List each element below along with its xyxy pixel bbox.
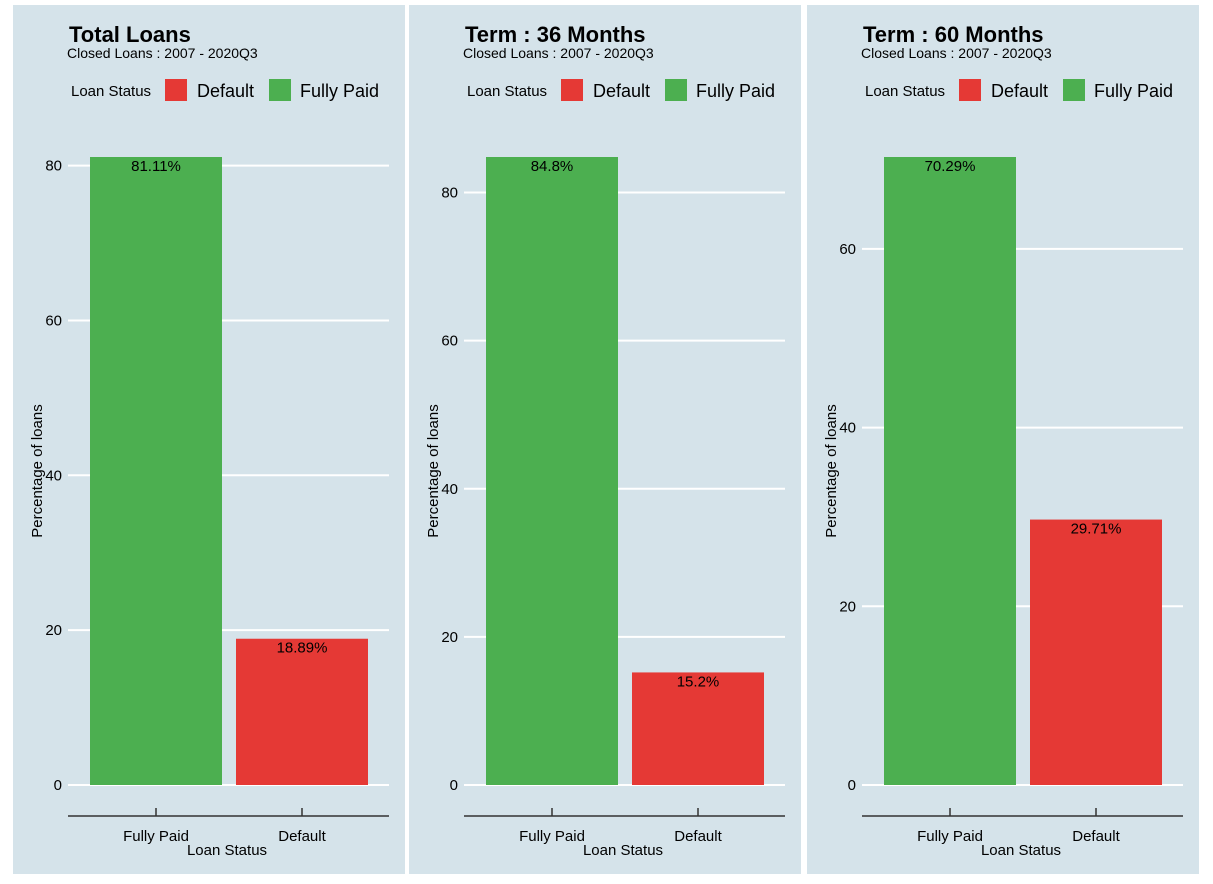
y-tick-label: 80 <box>441 185 458 202</box>
legend-label-default: Default <box>991 81 1048 101</box>
y-tick-label: 20 <box>45 622 62 639</box>
y-tick-label: 0 <box>54 777 62 794</box>
y-tick-label: 40 <box>839 420 856 437</box>
bar-fully-paid <box>884 157 1016 785</box>
chart-panel-term-60: Term : 60 Months Closed Loans : 2007 - 20… <box>807 5 1199 874</box>
y-tick-label: 20 <box>441 629 458 646</box>
legend-swatch-fully-paid <box>269 79 291 101</box>
bar-data-label: 18.89% <box>277 640 328 657</box>
chart-panel-term-36: Term : 36 Months Closed Loans : 2007 - 20… <box>409 5 801 874</box>
bar-data-label: 70.29% <box>925 158 976 175</box>
legend-label-default: Default <box>593 81 650 101</box>
legend-label-fully-paid: Fully Paid <box>1094 81 1173 101</box>
x-tick-label: Default <box>674 828 722 845</box>
y-tick-label: 40 <box>441 481 458 498</box>
x-tick-label: Default <box>278 828 326 845</box>
y-tick-label: 80 <box>45 158 62 175</box>
x-axis-title: Loan Status <box>981 842 1061 859</box>
y-axis-title: Percentage of loans <box>29 404 46 537</box>
chart-title: Term : 60 Months <box>863 22 1044 47</box>
x-tick-label: Fully Paid <box>519 828 585 845</box>
chart-title: Total Loans <box>69 22 191 47</box>
legend-title: Loan Status <box>467 83 547 100</box>
bar-default <box>1030 519 1162 785</box>
bar-fully-paid <box>486 157 618 785</box>
bar-fully-paid <box>90 157 222 785</box>
legend-label-fully-paid: Fully Paid <box>300 81 379 101</box>
y-axis-title: Percentage of loans <box>425 404 442 537</box>
chart-subtitle: Closed Loans : 2007 - 2020Q3 <box>463 45 654 61</box>
bar-default <box>632 672 764 785</box>
x-tick-label: Default <box>1072 828 1120 845</box>
bar-default <box>236 638 368 785</box>
legend-swatch-default <box>959 79 981 101</box>
x-axis-title: Loan Status <box>187 842 267 859</box>
legend-swatch-default <box>561 79 583 101</box>
y-tick-label: 40 <box>45 467 62 484</box>
y-tick-label: 60 <box>441 333 458 350</box>
chart-subtitle: Closed Loans : 2007 - 2020Q3 <box>861 45 1052 61</box>
chart-title: Term : 36 Months <box>465 22 646 47</box>
legend-label-default: Default <box>197 81 254 101</box>
bar-data-label: 84.8% <box>531 158 574 175</box>
legend-title: Loan Status <box>71 83 151 100</box>
chart-subtitle: Closed Loans : 2007 - 2020Q3 <box>67 45 258 61</box>
legend-swatch-default <box>165 79 187 101</box>
x-tick-label: Fully Paid <box>917 828 983 845</box>
bar-data-label: 15.2% <box>677 673 720 690</box>
y-tick-label: 60 <box>839 241 856 258</box>
y-tick-label: 0 <box>848 777 856 794</box>
x-axis-title: Loan Status <box>583 842 663 859</box>
bar-data-label: 81.11% <box>131 158 181 175</box>
legend-swatch-fully-paid <box>665 79 687 101</box>
y-axis-title: Percentage of loans <box>823 404 840 537</box>
y-tick-label: 20 <box>839 598 856 615</box>
legend-label-fully-paid: Fully Paid <box>696 81 775 101</box>
bar-data-label: 29.71% <box>1071 521 1122 538</box>
y-tick-label: 60 <box>45 312 62 329</box>
chart-panel-total-loans: Total Loans Closed Loans : 2007 - 2020Q3 L… <box>13 5 405 874</box>
legend-swatch-fully-paid <box>1063 79 1085 101</box>
legend-title: Loan Status <box>865 83 945 100</box>
x-tick-label: Fully Paid <box>123 828 189 845</box>
y-tick-label: 0 <box>450 777 458 794</box>
